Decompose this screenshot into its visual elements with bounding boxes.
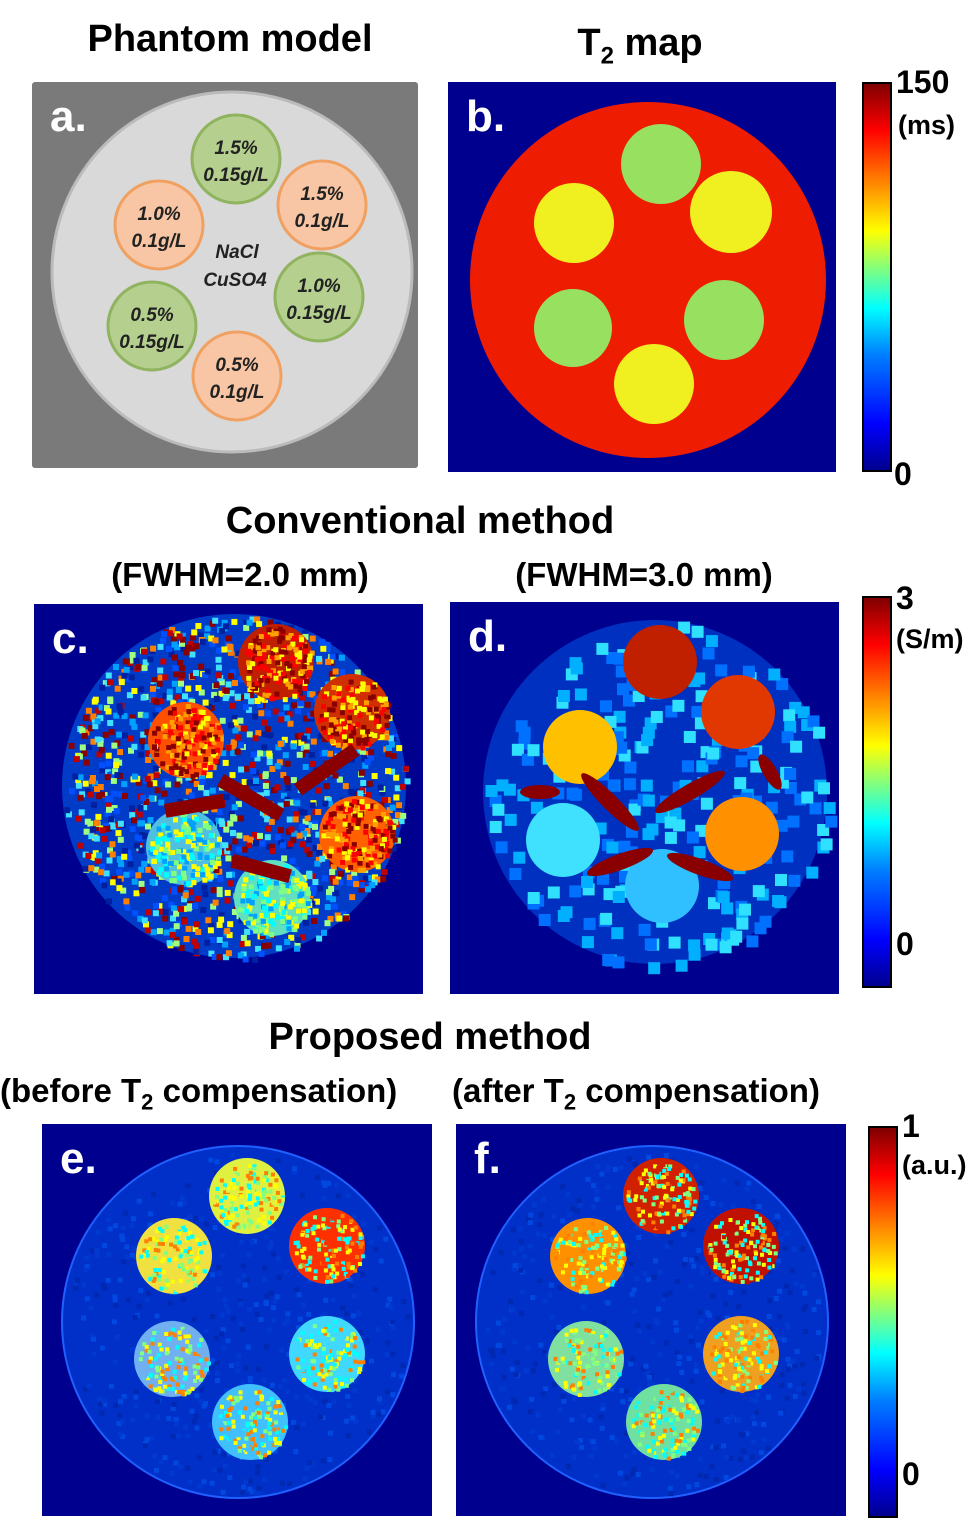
colorbar-t2-min: 0 (894, 456, 912, 492)
vial-nacl-label: 1.0% (137, 204, 180, 225)
vial-cuso4-label: 0.15g/L (286, 303, 351, 324)
vial-cuso4-label: 0.1g/L (132, 231, 187, 252)
colorbar-au-min: 0 (902, 1456, 920, 1492)
colorbar-conductivity-min: 0 (896, 926, 914, 962)
proposed-method-title: Proposed method (268, 1016, 592, 1058)
colorbar-t2 (862, 82, 892, 472)
vial-1: 1.5% 0.15g/L (190, 113, 282, 205)
panel-a-title: Phantom model (87, 18, 373, 60)
panel-b-label: b. (466, 92, 506, 141)
panel-e-subtitle: (before T2 compensation) (0, 1072, 398, 1115)
vial-cuso4-label: 0.15g/L (119, 332, 184, 353)
center-label-nacl: NaCl (215, 242, 259, 263)
vial-nacl-label: 1.0% (297, 276, 340, 297)
panel-b-title: T2 map (577, 22, 703, 70)
panel-b-t2-map: b. (448, 82, 836, 472)
panel-c-label: c. (52, 614, 89, 663)
conventional-method-title: Conventional method (225, 500, 615, 542)
vial-cuso4-label: 0.15g/L (203, 165, 268, 186)
vial-6: 1.0% 0.1g/L (113, 179, 205, 271)
colorbar-au-max: 1 (902, 1108, 920, 1144)
colorbar-conductivity-unit: (S/m) (896, 624, 964, 654)
panel-f-subtitle: (after T2 compensation) (452, 1072, 820, 1115)
panel-d-conventional-3mm: d. (450, 602, 839, 994)
vial-3: 1.0% 0.15g/L (273, 251, 365, 343)
colorbar-t2-max: 150 (896, 64, 950, 100)
panel-c-subtitle: (FWHM=2.0 mm) (111, 556, 369, 593)
vial-cuso4-label: 0.1g/L (210, 382, 265, 403)
colorbar-conductivity (862, 596, 892, 988)
panel-e-label: e. (60, 1134, 97, 1183)
panel-d-label: d. (468, 612, 508, 661)
vial-cuso4-label: 0.1g/L (295, 211, 350, 232)
vial-5: 0.5% 0.15g/L (106, 280, 198, 372)
vial-2: 1.5% 0.1g/L (276, 159, 368, 251)
colorbar-conductivity-max: 3 (896, 580, 914, 616)
panel-d-subtitle: (FWHM=3.0 mm) (515, 556, 773, 593)
panel-e-before-compensation: e. (42, 1124, 432, 1516)
panel-a-phantom-schematic: 1.5% 0.15g/L 1.5% 0.1g/L 1.0% 0.15g/L 0.5% 0.1g… (32, 82, 418, 468)
colorbar-t2-unit: (ms) (898, 110, 956, 140)
colorbar-au-unit: (a.u.) (902, 1150, 967, 1180)
panel-a-label: a. (50, 92, 87, 141)
panel-f-after-compensation: f. (456, 1124, 846, 1516)
vial-nacl-label: 0.5% (215, 355, 258, 376)
vial-nacl-label: 1.5% (214, 138, 257, 159)
colorbar-au (868, 1126, 898, 1518)
panel-c-conventional-2mm: c. (34, 604, 423, 994)
panel-f-label: f. (474, 1134, 501, 1183)
vial-nacl-label: 1.5% (300, 184, 343, 205)
center-label-cuso4: CuSO4 (203, 270, 267, 291)
vial-nacl-label: 0.5% (130, 305, 173, 326)
vial-4: 0.5% 0.1g/L (191, 330, 283, 422)
